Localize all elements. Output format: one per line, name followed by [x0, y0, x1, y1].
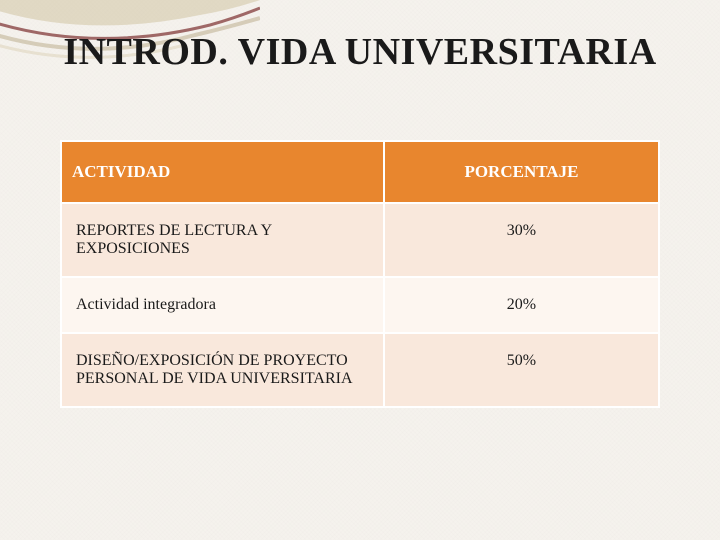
cell-percent: 30% — [384, 203, 659, 277]
slide-title: INTROD. VIDA UNIVERSITARIA — [0, 30, 720, 74]
table-row: REPORTES DE LECTURA Y EXPOSICIONES 30% — [61, 203, 659, 277]
cell-percent: 20% — [384, 277, 659, 333]
cell-activity: REPORTES DE LECTURA Y EXPOSICIONES — [61, 203, 384, 277]
header-percent: PORCENTAJE — [384, 141, 659, 203]
cell-activity: DISEÑO/EXPOSICIÓN DE PROYECTO PERSONAL D… — [61, 333, 384, 407]
table-row: Actividad integradora 20% — [61, 277, 659, 333]
table-row: DISEÑO/EXPOSICIÓN DE PROYECTO PERSONAL D… — [61, 333, 659, 407]
cell-activity: Actividad integradora — [61, 277, 384, 333]
table-header-row: ACTIVIDAD PORCENTAJE — [61, 141, 659, 203]
header-activity: ACTIVIDAD — [61, 141, 384, 203]
cell-percent: 50% — [384, 333, 659, 407]
grading-table-container: ACTIVIDAD PORCENTAJE REPORTES DE LECTURA… — [60, 140, 660, 408]
grading-table: ACTIVIDAD PORCENTAJE REPORTES DE LECTURA… — [60, 140, 660, 408]
